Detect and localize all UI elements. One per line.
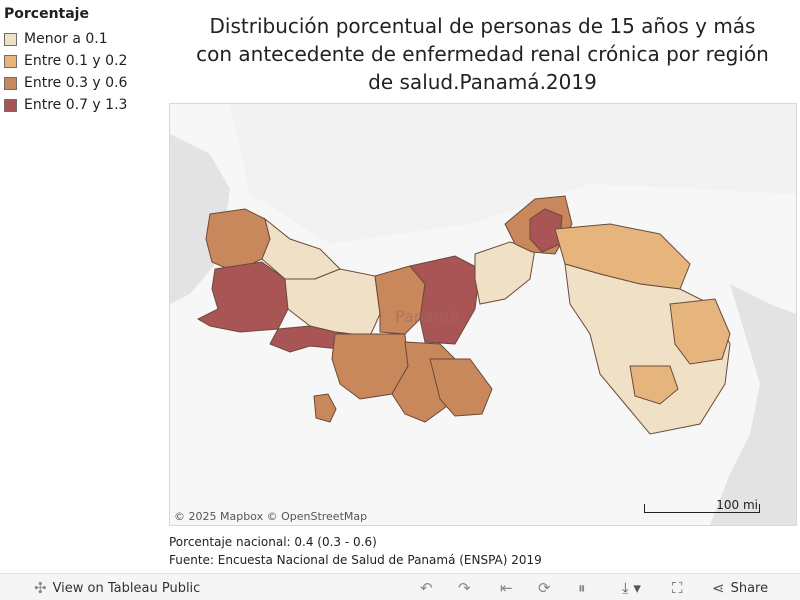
region-darien-interior[interactable]	[669, 298, 731, 365]
legend-swatch	[4, 98, 17, 112]
legend-item[interactable]: Entre 0.3 y 0.6	[4, 72, 164, 94]
legend-swatch	[4, 76, 17, 90]
land-colombia	[710, 284, 796, 525]
revert-button[interactable]: ⇤	[500, 579, 513, 597]
region-herrera[interactable]	[331, 333, 409, 400]
sea-caribbean	[230, 104, 796, 244]
map-attribution[interactable]: © 2025 Mapbox © OpenStreetMap	[174, 510, 368, 523]
legend: Porcentaje Menor a 0.1 Entre 0.1 y 0.2 E…	[4, 6, 164, 116]
redo-icon: ↷	[458, 579, 471, 597]
legend-label: Entre 0.7 y 1.3	[24, 97, 128, 113]
share-label: Share	[730, 580, 769, 596]
legend-swatch	[4, 54, 17, 68]
refresh-button[interactable]: ⟳	[538, 579, 551, 597]
pause-button[interactable]: ⏸	[578, 579, 586, 597]
scale-bar	[644, 504, 760, 513]
share-button[interactable]: ⋖ Share	[712, 579, 768, 597]
legend-title: Porcentaje	[4, 6, 89, 22]
source-note: Fuente: Encuesta Nacional de Salud de Pa…	[169, 553, 542, 567]
map-svg[interactable]: Panamá	[170, 104, 796, 525]
legend-item[interactable]: Entre 0.7 y 1.3	[4, 94, 164, 116]
legend-item[interactable]: Menor a 0.1	[4, 28, 164, 50]
region-colon[interactable]	[474, 241, 536, 305]
view-on-tableau-label: View on Tableau Public	[52, 580, 201, 596]
fullscreen-button[interactable]: ⛶	[672, 579, 683, 597]
map-country-label: Panamá	[395, 307, 459, 326]
legend-label: Menor a 0.1	[24, 31, 108, 47]
undo-button[interactable]: ↶	[420, 579, 433, 597]
download-button[interactable]: ⤓ ▾	[622, 579, 641, 597]
pause-icon: ⏸	[578, 579, 586, 597]
scale-label: 100 mi	[716, 498, 758, 512]
legend-label: Entre 0.1 y 0.2	[24, 53, 128, 69]
download-icon: ⤓ ▾	[622, 579, 641, 597]
national-percentage: Porcentaje nacional: 0.4 (0.3 - 0.6)	[169, 535, 377, 549]
revert-icon: ⇤	[500, 579, 513, 597]
redo-button[interactable]: ↷	[458, 579, 471, 597]
tableau-icon: ✣	[34, 579, 47, 597]
map-canvas[interactable]: Panamá © 2025 Mapbox © OpenStreetMap 100…	[169, 103, 797, 526]
view-on-tableau-button[interactable]: ✣ View on Tableau Public	[34, 579, 200, 597]
undo-icon: ↶	[420, 579, 433, 597]
region-veraguas[interactable]	[284, 268, 381, 337]
legend-item[interactable]: Entre 0.1 y 0.2	[4, 50, 164, 72]
toolbar: ✣ View on Tableau Public ↶ ↷ ⇤ ⟳ ⏸ ⤓ ▾ ⛶…	[0, 573, 800, 600]
refresh-icon: ⟳	[538, 579, 551, 597]
legend-swatch	[4, 32, 17, 46]
region-darien-south[interactable]	[629, 365, 679, 405]
legend-label: Entre 0.3 y 0.6	[24, 75, 128, 91]
region-panama-oeste[interactable]	[409, 255, 481, 345]
share-icon: ⋖	[712, 579, 725, 597]
fullscreen-icon: ⛶	[672, 579, 683, 597]
region-chiriqui[interactable]	[196, 261, 289, 333]
island-coiba	[313, 393, 337, 423]
region-azuero-south[interactable]	[429, 358, 493, 417]
chart-title: Distribución porcentual de personas de 1…	[196, 14, 769, 94]
